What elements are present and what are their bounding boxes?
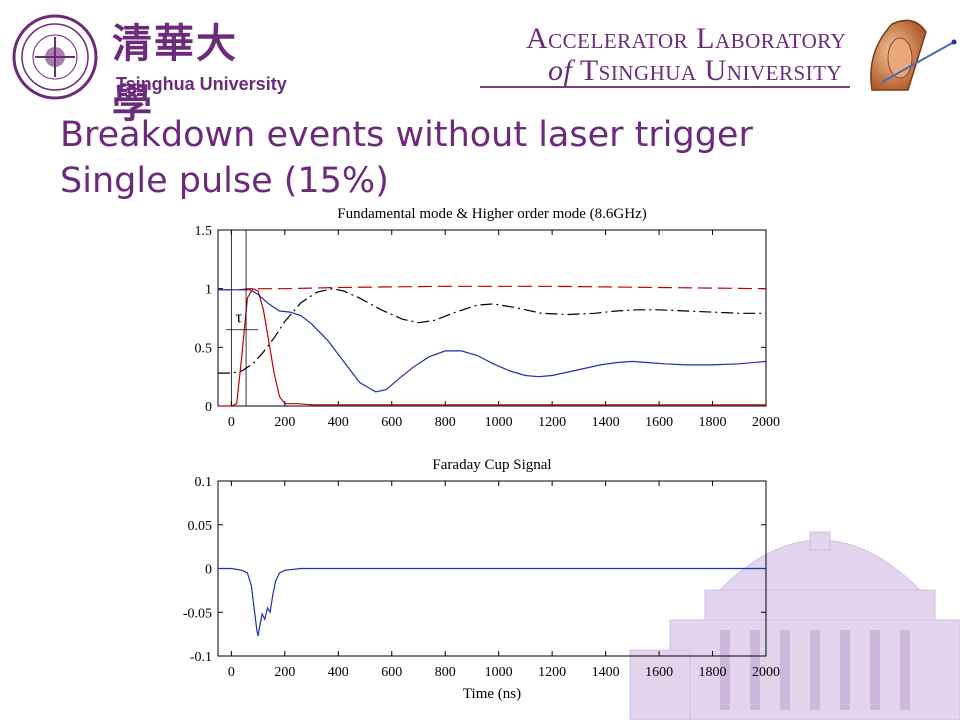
lab-name-line2: of Tsinghua University bbox=[548, 54, 842, 88]
x-tick-label: 800 bbox=[435, 415, 456, 430]
chart-title-2: Faraday Cup Signal bbox=[432, 457, 551, 473]
y-tick-label: 0 bbox=[205, 400, 212, 415]
tau-annotation: τ bbox=[235, 308, 242, 327]
x-tick-label: 400 bbox=[328, 665, 349, 680]
university-name-chinese: 清華大學 bbox=[112, 20, 238, 127]
x-tick-label: 400 bbox=[328, 415, 349, 430]
y-tick-label: 0.05 bbox=[188, 519, 213, 534]
x-tick-label: 600 bbox=[381, 665, 402, 680]
y-tick-label: 0 bbox=[205, 563, 212, 578]
x-tick-label: 1400 bbox=[592, 665, 620, 680]
plot-frame-1 bbox=[217, 229, 767, 407]
x-tick-label: 2000 bbox=[752, 665, 780, 680]
y-tick-label: 1 bbox=[205, 283, 212, 298]
x-tick-label: 1800 bbox=[699, 665, 727, 680]
x-tick-label: 1200 bbox=[538, 415, 566, 430]
series-line-1-3 bbox=[218, 288, 766, 374]
y-tick-label: 0.5 bbox=[195, 341, 213, 356]
y-tick-label: 0.1 bbox=[195, 475, 213, 490]
accelerator-cavity-icon bbox=[870, 19, 957, 91]
x-tick-label: 200 bbox=[274, 415, 295, 430]
x-tick-label: 0 bbox=[228, 665, 235, 680]
y-tick-label: -0.05 bbox=[183, 606, 212, 621]
x-tick-label: 1800 bbox=[699, 415, 727, 430]
series-line-1-1 bbox=[218, 285, 767, 291]
x-tick-label: 2000 bbox=[752, 415, 780, 430]
x-tick-label: 800 bbox=[435, 665, 456, 680]
tsinghua-seal-logo bbox=[12, 14, 98, 100]
y-tick-label: 1.5 bbox=[195, 224, 213, 239]
x-tick-label: 200 bbox=[274, 665, 295, 680]
x-tick-label: 1000 bbox=[485, 665, 513, 680]
x-tick-label: 1400 bbox=[592, 415, 620, 430]
x-tick-label: 1000 bbox=[485, 415, 513, 430]
header-divider bbox=[480, 86, 850, 88]
series-line-1-4 bbox=[218, 289, 767, 393]
x-tick-label: 0 bbox=[228, 415, 235, 430]
lab-name-of: of bbox=[548, 54, 573, 87]
lab-name-university: Tsinghua University bbox=[579, 54, 843, 87]
slide-title: Breakdown events without laser trigger S… bbox=[60, 112, 753, 204]
x-tick-label: 1200 bbox=[538, 665, 566, 680]
x-axis-label: Time (ns) bbox=[463, 686, 521, 702]
x-tick-label: 1600 bbox=[645, 665, 673, 680]
series-line-2-1 bbox=[218, 567, 766, 637]
x-tick-label: 1600 bbox=[645, 415, 673, 430]
chart-title-1: Fundamental mode & Higher order mode (8.… bbox=[337, 206, 647, 222]
y-tick-label: -0.1 bbox=[190, 650, 212, 665]
lab-name-line1: Accelerator Laboratory bbox=[526, 22, 847, 55]
auditorium-building-background bbox=[629, 531, 960, 720]
slide-title-line2: Single pulse (15%) bbox=[60, 161, 389, 201]
slide-title-line1: Breakdown events without laser trigger bbox=[60, 115, 753, 155]
x-tick-label: 600 bbox=[381, 415, 402, 430]
university-name-english: Tsinghua University bbox=[116, 74, 287, 94]
series-line-1-2 bbox=[218, 287, 766, 407]
